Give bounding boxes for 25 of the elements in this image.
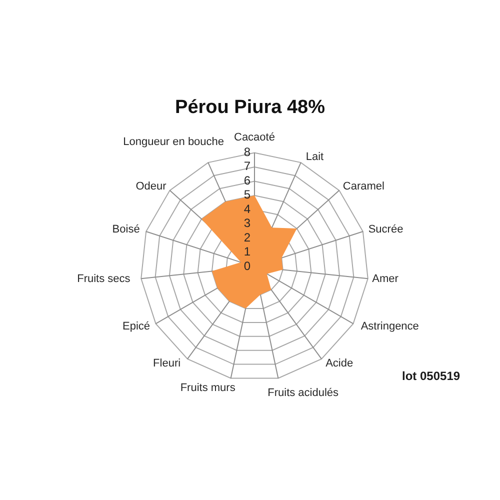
spoke-label: Longueur en bouche <box>123 136 224 148</box>
spoke-label: Caramel <box>342 180 384 192</box>
spoke-label: Boisé <box>112 224 140 236</box>
text: lot 050519 <box>402 369 460 384</box>
spoke-label: Cacaoté <box>234 132 275 144</box>
y-tick-label: 7 <box>244 159 251 174</box>
spoke-label: Amer <box>372 273 399 286</box>
y-tick-label: 0 <box>244 258 251 273</box>
spoke-label: Fruits murs <box>180 382 236 394</box>
spoke-label: Lait <box>306 150 324 163</box>
spoke-label: Fruits acidulés <box>268 387 340 400</box>
y-tick-label: 4 <box>244 202 251 216</box>
y-tick-label: 8 <box>244 144 251 159</box>
spoke-label: Acide <box>326 358 354 370</box>
spoke-label: Fruits secs <box>77 273 131 286</box>
chart-title: Pérou Piura 48% <box>175 97 326 118</box>
spoke-label: Epicé <box>122 320 150 333</box>
y-tick-label: 2 <box>244 230 251 244</box>
spoke-label: Fleuri <box>153 358 181 370</box>
spoke-label: Astringence <box>360 320 419 333</box>
y-tick-label: 1 <box>244 244 251 259</box>
y-tick-label: 6 <box>244 173 251 188</box>
spoke-label: Sucrée <box>368 224 404 236</box>
y-tick-label: 3 <box>244 216 251 230</box>
spoke-label: Odeur <box>136 180 167 192</box>
